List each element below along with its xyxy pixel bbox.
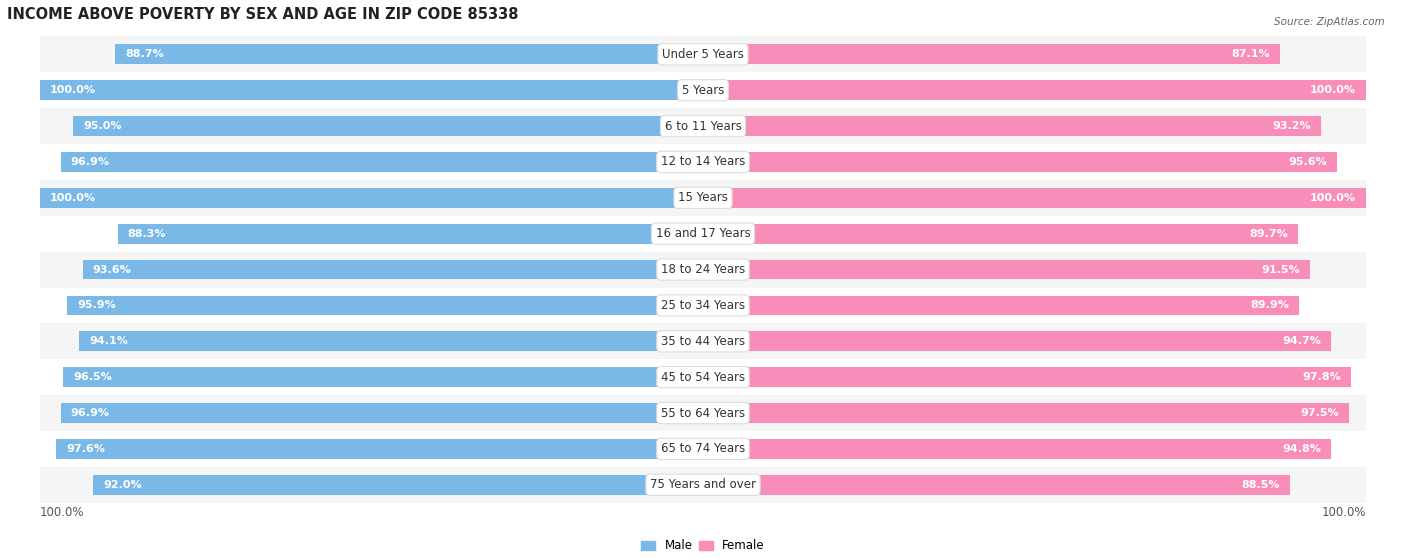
Bar <box>41 323 1365 359</box>
Bar <box>118 224 703 244</box>
Bar <box>703 260 1309 280</box>
Text: 65 to 74 Years: 65 to 74 Years <box>661 442 745 456</box>
Bar <box>703 152 1337 172</box>
Bar <box>79 331 703 351</box>
Text: 25 to 34 Years: 25 to 34 Years <box>661 299 745 312</box>
Bar <box>41 180 1365 216</box>
Text: 96.9%: 96.9% <box>70 157 110 167</box>
Legend: Male, Female: Male, Female <box>637 535 769 557</box>
Bar <box>41 144 1365 180</box>
Text: Under 5 Years: Under 5 Years <box>662 48 744 61</box>
Text: 100.0%: 100.0% <box>1310 193 1355 203</box>
Text: 16 and 17 Years: 16 and 17 Years <box>655 227 751 240</box>
Text: 94.7%: 94.7% <box>1282 337 1320 347</box>
Text: 94.1%: 94.1% <box>89 337 128 347</box>
Text: 45 to 54 Years: 45 to 54 Years <box>661 371 745 383</box>
Bar <box>41 80 703 100</box>
Bar <box>56 439 703 459</box>
Text: 100.0%: 100.0% <box>51 85 96 95</box>
Bar <box>703 331 1330 351</box>
Bar <box>73 116 703 136</box>
Bar <box>41 72 1365 108</box>
Text: 95.0%: 95.0% <box>83 121 122 131</box>
Bar <box>703 439 1331 459</box>
Text: 93.6%: 93.6% <box>93 264 131 274</box>
Bar <box>703 475 1289 495</box>
Text: 88.7%: 88.7% <box>125 49 163 59</box>
Bar <box>703 80 1365 100</box>
Bar <box>93 475 703 495</box>
Bar <box>41 431 1365 467</box>
Text: 87.1%: 87.1% <box>1232 49 1271 59</box>
Text: 88.5%: 88.5% <box>1241 480 1279 490</box>
Text: 97.8%: 97.8% <box>1302 372 1341 382</box>
Text: 100.0%: 100.0% <box>1310 85 1355 95</box>
Bar <box>41 287 1365 323</box>
Text: 15 Years: 15 Years <box>678 191 728 205</box>
Bar <box>60 152 703 172</box>
Bar <box>41 395 1365 431</box>
Text: 100.0%: 100.0% <box>41 506 84 519</box>
Text: 12 to 14 Years: 12 to 14 Years <box>661 155 745 168</box>
Text: 35 to 44 Years: 35 to 44 Years <box>661 335 745 348</box>
Bar <box>703 116 1320 136</box>
Bar <box>60 403 703 423</box>
Bar <box>41 252 1365 287</box>
Text: 95.9%: 95.9% <box>77 300 115 310</box>
Text: 91.5%: 91.5% <box>1261 264 1299 274</box>
Bar <box>703 188 1365 208</box>
Text: 96.9%: 96.9% <box>70 408 110 418</box>
Bar <box>703 296 1299 315</box>
Bar <box>67 296 703 315</box>
Bar <box>115 45 703 64</box>
Text: 88.3%: 88.3% <box>128 229 166 239</box>
Text: 97.5%: 97.5% <box>1301 408 1340 418</box>
Bar <box>41 359 1365 395</box>
Text: 55 to 64 Years: 55 to 64 Years <box>661 406 745 420</box>
Text: 96.5%: 96.5% <box>73 372 112 382</box>
Text: 6 to 11 Years: 6 to 11 Years <box>665 120 741 132</box>
Bar <box>703 45 1281 64</box>
Text: 100.0%: 100.0% <box>51 193 96 203</box>
Text: 94.8%: 94.8% <box>1282 444 1322 454</box>
Text: 75 Years and over: 75 Years and over <box>650 479 756 491</box>
Text: 89.7%: 89.7% <box>1249 229 1288 239</box>
Bar <box>83 260 703 280</box>
Bar <box>41 467 1365 503</box>
Text: 100.0%: 100.0% <box>1322 506 1365 519</box>
Bar <box>41 216 1365 252</box>
Bar <box>41 36 1365 72</box>
Text: 18 to 24 Years: 18 to 24 Years <box>661 263 745 276</box>
Text: 89.9%: 89.9% <box>1250 300 1289 310</box>
Bar <box>63 367 703 387</box>
Text: 92.0%: 92.0% <box>103 480 142 490</box>
Text: 97.6%: 97.6% <box>66 444 105 454</box>
Text: 95.6%: 95.6% <box>1288 157 1327 167</box>
Text: INCOME ABOVE POVERTY BY SEX AND AGE IN ZIP CODE 85338: INCOME ABOVE POVERTY BY SEX AND AGE IN Z… <box>7 7 519 22</box>
Text: 93.2%: 93.2% <box>1272 121 1310 131</box>
Text: Source: ZipAtlas.com: Source: ZipAtlas.com <box>1274 17 1385 27</box>
Bar <box>41 188 703 208</box>
Bar <box>703 224 1298 244</box>
Bar <box>41 108 1365 144</box>
Text: 5 Years: 5 Years <box>682 84 724 97</box>
Bar <box>703 403 1350 423</box>
Bar <box>703 367 1351 387</box>
